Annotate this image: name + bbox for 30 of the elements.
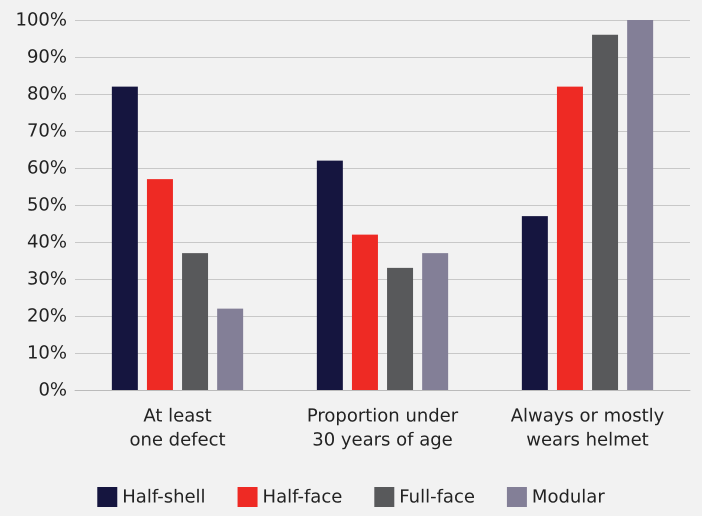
legend-label: Half-shell — [122, 486, 206, 508]
x-tick-label: Always or mostly wears helmet — [510, 406, 665, 450]
y-tick-label: 30% — [26, 268, 67, 290]
bar — [217, 308, 244, 390]
x-tick-label: At least one defect — [129, 406, 226, 450]
y-tick-label: 90% — [26, 46, 67, 68]
bar — [522, 216, 548, 390]
legend-label: Half-face — [262, 486, 342, 508]
y-tick-label: 10% — [26, 342, 67, 364]
y-tick-label: 60% — [26, 158, 67, 178]
bar — [182, 253, 208, 390]
y-tick-label: 50% — [26, 194, 67, 216]
bar — [146, 179, 173, 390]
y-tick-label: 80% — [26, 84, 67, 104]
x-tick-label: Proportion under 30 years of age — [306, 406, 459, 450]
y-tick-label: 20% — [26, 306, 67, 326]
bar — [627, 20, 654, 390]
bar — [316, 160, 343, 390]
bar — [352, 234, 378, 390]
bar — [112, 86, 138, 390]
y-tick-label: 100% — [16, 10, 67, 30]
legend-label: Full-face — [399, 486, 475, 508]
legend-label: Modular — [532, 486, 606, 508]
bar — [422, 253, 448, 390]
y-tick-label: 70% — [26, 120, 67, 142]
bar — [592, 34, 618, 390]
y-tick-label: 0% — [38, 380, 67, 400]
bar — [556, 86, 583, 390]
bar — [387, 268, 414, 390]
y-tick-label: 40% — [26, 232, 67, 252]
